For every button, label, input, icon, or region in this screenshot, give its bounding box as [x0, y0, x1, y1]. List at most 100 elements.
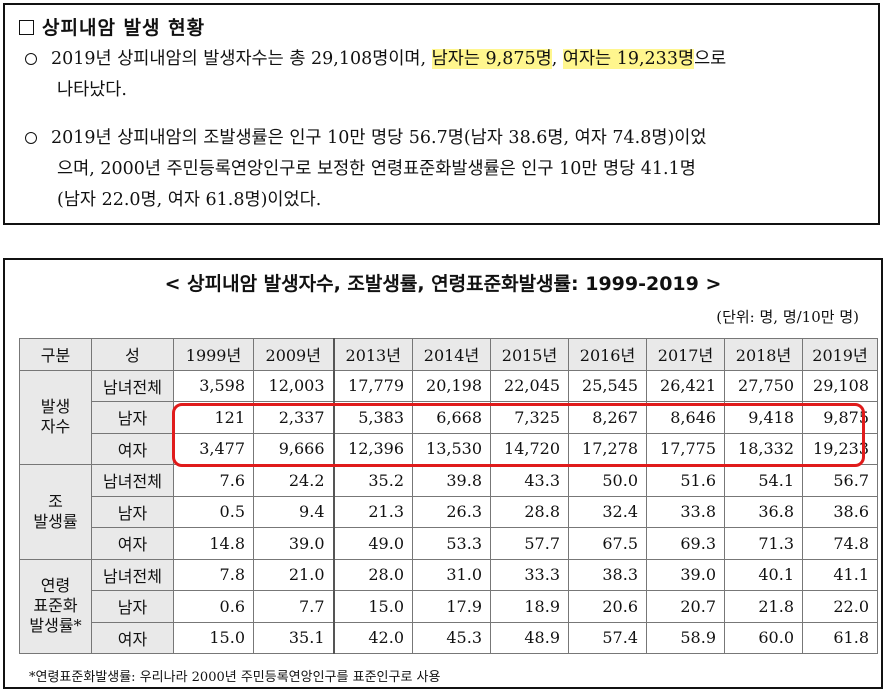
- value-cell: 14.8: [173, 527, 254, 560]
- value-cell: 36.8: [724, 495, 803, 528]
- value-cell: 33.3: [490, 558, 569, 591]
- value-cell: 67.5: [568, 527, 647, 560]
- value-cell: 6,668: [412, 401, 491, 434]
- header-cell: 구분: [19, 338, 92, 371]
- value-cell: 7.8: [173, 558, 254, 591]
- table-row: 남자 121 2,337 5,383 6,668 7,325 8,267 8,646 9,418…: [20, 401, 878, 434]
- summary-title: 상피내암 발생 현황: [19, 13, 205, 40]
- value-cell: 38.6: [802, 495, 878, 528]
- header-cell: 1999년: [173, 338, 254, 371]
- sex-label: 남자: [91, 590, 174, 623]
- value-cell: 3,598: [173, 369, 254, 402]
- table-row: 조 발생률 남녀전체 7.6 24.2 35.2 39.8 43.3 50.0 51.6 54.1…: [19, 464, 878, 560]
- value-cell: 0.5: [173, 495, 254, 528]
- value-cell: 7.6: [173, 464, 254, 497]
- value-cell: 35.1: [253, 621, 334, 654]
- bullet-circle-icon: [25, 53, 37, 65]
- value-cell: 17,779: [332, 369, 413, 402]
- table-row: 남자 0.5 9.4 21.3 26.3 28.8 32.4 33.8 36.8 38.6: [20, 495, 878, 528]
- value-cell: 17,278: [568, 432, 647, 465]
- value-cell: 3,477: [173, 432, 254, 465]
- value-cell: 9,875: [802, 401, 878, 434]
- value-cell: 39.8: [412, 464, 491, 497]
- value-cell: 57.7: [490, 527, 569, 560]
- bullet-2-line-2: 으며, 2000년 주민등록연앙인구로 보정한 연령표준화발생률은 인구 10만…: [57, 159, 696, 179]
- sex-label: 여자: [91, 527, 174, 560]
- bullet-2-line-3: (남자 22.0명, 여자 61.8명)이었다.: [57, 190, 322, 210]
- value-cell: 21.0: [253, 558, 334, 591]
- value-cell: 5,383: [332, 401, 413, 434]
- value-cell: 25,545: [568, 369, 647, 402]
- sex-label: 남녀전체: [91, 464, 174, 497]
- value-cell: 12,003: [253, 369, 334, 402]
- value-cell: 20.7: [646, 590, 725, 623]
- value-cell: 71.3: [724, 527, 803, 560]
- group-label: 연령 표준화 발생률*: [19, 558, 92, 654]
- value-cell: 9.4: [253, 495, 334, 528]
- table-row: 여자 14.8 39.0 49.0 53.3 57.7 67.5 69.3 71.3 74.8: [20, 527, 878, 560]
- sex-label: 남녀전체: [91, 558, 174, 591]
- value-cell: 45.3: [412, 621, 491, 654]
- value-cell: 7,325: [490, 401, 569, 434]
- value-cell: 43.3: [490, 464, 569, 497]
- summary-bullet-2: 2019년 상피내암의 조발생률은 인구 10만 명당 56.7명(남자 38.…: [25, 123, 873, 216]
- table-row: 여자 3,477 9,666 12,396 13,530 14,720 17,278 17,7…: [20, 432, 878, 465]
- table-box: < 상피내암 발생자수, 조발생률, 연령표준화발생률: 1999-2019 >…: [3, 258, 883, 689]
- header-cell: 2014년: [412, 338, 491, 371]
- incidence-table: 구분 성 1999년 2009년 2013년 2014년 2015년 2016년…: [19, 338, 878, 654]
- header-cell: 2016년: [568, 338, 647, 371]
- value-cell: 7.7: [253, 590, 334, 623]
- bullet-1-text-b: 으로: [694, 49, 727, 69]
- value-cell: 31.0: [412, 558, 491, 591]
- value-cell: 121: [173, 401, 254, 434]
- value-cell: 74.8: [802, 527, 878, 560]
- header-cell: 성: [91, 338, 174, 371]
- value-cell: 12,396: [332, 432, 413, 465]
- value-cell: 24.2: [253, 464, 334, 497]
- value-cell: 0.6: [173, 590, 254, 623]
- group-label: 발생 자수: [19, 369, 92, 465]
- value-cell: 20.6: [568, 590, 647, 623]
- header-cell: 2017년: [646, 338, 725, 371]
- value-cell: 20,198: [412, 369, 491, 402]
- table-title: < 상피내암 발생자수, 조발생률, 연령표준화발생률: 1999-2019 >: [164, 273, 722, 295]
- value-cell: 69.3: [646, 527, 725, 560]
- header-cell: 2019년: [802, 338, 878, 371]
- header-cell: 2013년: [332, 338, 413, 371]
- header-cell: 2015년: [490, 338, 569, 371]
- value-cell: 17.9: [412, 590, 491, 623]
- sex-label: 남자: [91, 401, 174, 434]
- value-cell: 15.0: [332, 590, 413, 623]
- sex-label: 여자: [91, 432, 174, 465]
- value-cell: 51.6: [646, 464, 725, 497]
- value-cell: 19,233: [802, 432, 878, 465]
- sex-label: 남녀전체: [91, 369, 174, 402]
- value-cell: 58.9: [646, 621, 725, 654]
- bullet-1-sep: ,: [551, 49, 563, 69]
- sex-label: 남자: [91, 495, 174, 528]
- summary-title-text: 상피내암 발생 현황: [42, 17, 206, 39]
- value-cell: 39.0: [253, 527, 334, 560]
- value-cell: 29,108: [802, 369, 878, 402]
- table-body: 발생 자수 남녀전체 3,598 12,003 17,779 20,198 22,045 25…: [19, 369, 878, 654]
- value-cell: 9,666: [253, 432, 334, 465]
- value-cell: 21.8: [724, 590, 803, 623]
- value-cell: 60.0: [724, 621, 803, 654]
- value-cell: 48.9: [490, 621, 569, 654]
- highlight-male-count: 남자는 9,875명: [431, 49, 552, 69]
- summary-box: 상피내암 발생 현황 2019년 상피내암의 발생자수는 총 29,108명이며…: [3, 3, 880, 225]
- value-cell: 26,421: [646, 369, 725, 402]
- value-cell: 50.0: [568, 464, 647, 497]
- value-cell: 22,045: [490, 369, 569, 402]
- group-label: 조 발생률: [19, 464, 92, 560]
- table-row: 발생 자수 남녀전체 3,598 12,003 17,779 20,198 22,045 25…: [19, 369, 878, 465]
- value-cell: 54.1: [724, 464, 803, 497]
- bullet-1-text-a: 2019년 상피내암의 발생자수는 총 29,108명이며,: [51, 49, 432, 69]
- bullet-1-line-1: 2019년 상피내암의 발생자수는 총 29,108명이며, 남자는 9,875…: [25, 44, 873, 75]
- table-row: 남자 0.6 7.7 15.0 17.9 18.9 20.6 20.7 21.8 22.0: [20, 590, 878, 623]
- value-cell: 17,775: [646, 432, 725, 465]
- value-cell: 40.1: [724, 558, 803, 591]
- value-cell: 14,720: [490, 432, 569, 465]
- table-footnote: *연령표준화발생률: 우리나라 2000년 주민등록연앙인구를 표준인구로 사용: [29, 670, 441, 685]
- value-cell: 33.8: [646, 495, 725, 528]
